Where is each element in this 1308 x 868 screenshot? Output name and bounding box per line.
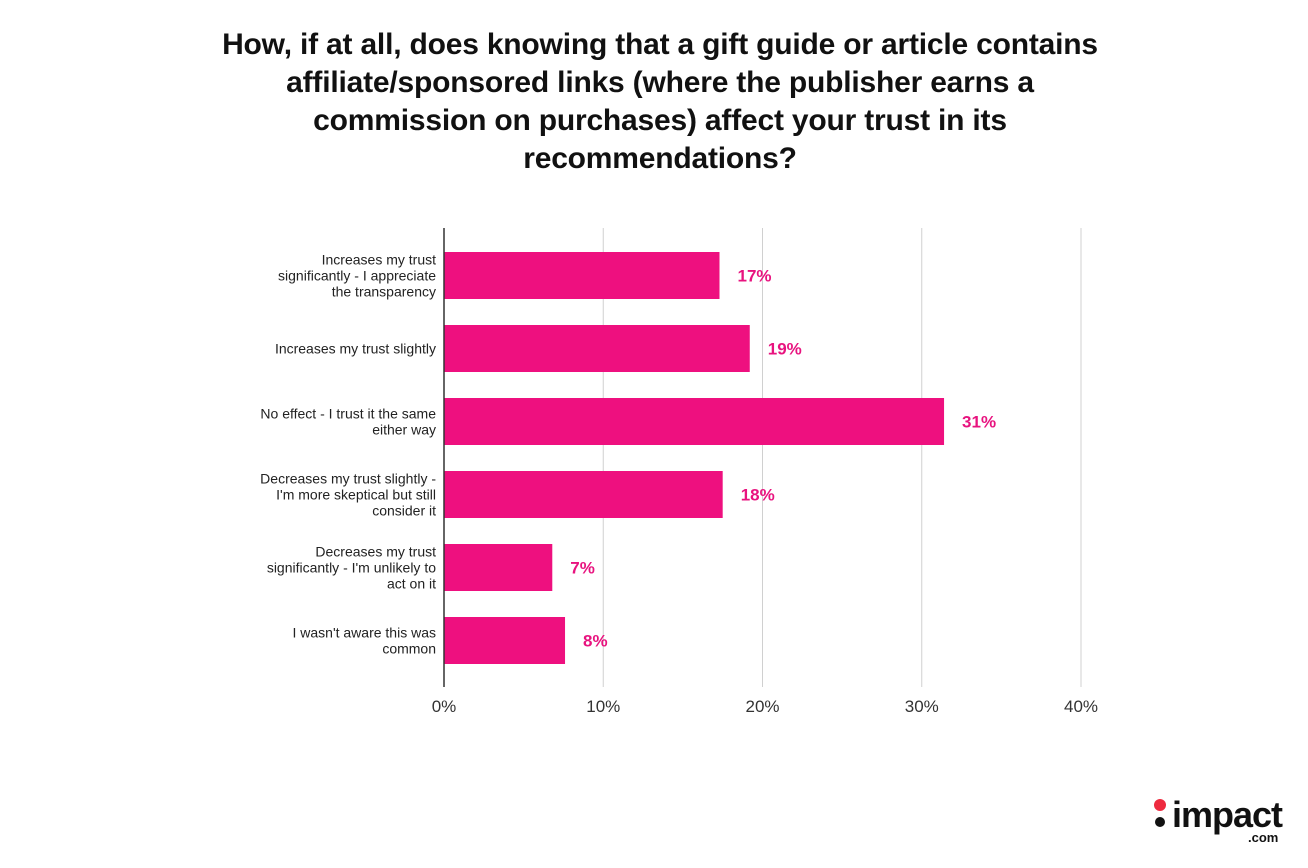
bar bbox=[444, 544, 553, 591]
x-tick-label: 20% bbox=[745, 697, 779, 716]
bar bbox=[444, 617, 566, 664]
category-labels: Increases my trust significantly - I appr… bbox=[260, 252, 436, 657]
chart-title: How, if at all, does knowing that a gift… bbox=[222, 28, 1098, 175]
category-label: Increases my trust significantly - I appr… bbox=[278, 252, 436, 300]
gridlines bbox=[602, 228, 1082, 687]
impact-logo: impact .com bbox=[1150, 790, 1290, 850]
bar bbox=[444, 398, 945, 445]
logo-mark-icon bbox=[1154, 799, 1166, 827]
data-label: 18% bbox=[741, 486, 775, 505]
data-label: 31% bbox=[962, 413, 996, 432]
category-label: Decreases my trust significantly - I'm un… bbox=[267, 544, 436, 592]
x-axis-ticks: 0% 10% 20% 30% 40% bbox=[432, 697, 1098, 716]
data-label: 8% bbox=[583, 632, 608, 651]
bar bbox=[444, 471, 723, 518]
category-label: Decreases my trust slightly -I'm more sk… bbox=[260, 471, 436, 519]
x-tick-label: 30% bbox=[905, 697, 939, 716]
logo-suffix: .com bbox=[1248, 830, 1279, 845]
bar bbox=[444, 252, 720, 299]
data-label: 7% bbox=[570, 559, 595, 578]
bars bbox=[444, 252, 945, 664]
data-label: 19% bbox=[768, 340, 802, 359]
x-tick-label: 10% bbox=[586, 697, 620, 716]
x-tick-label: 0% bbox=[432, 697, 457, 716]
x-tick-label: 40% bbox=[1064, 697, 1098, 716]
data-labels: 17% 19% 31% 18% 7% 8% bbox=[570, 267, 996, 651]
logo-wordmark: impact bbox=[1172, 794, 1283, 835]
category-label: No effect - I trust it the same either wa… bbox=[260, 406, 436, 438]
category-label: I wasn't aware this was common bbox=[292, 625, 436, 657]
category-label: Increases my trust slightly bbox=[275, 341, 436, 357]
data-label: 17% bbox=[738, 267, 772, 286]
bar bbox=[444, 325, 750, 372]
